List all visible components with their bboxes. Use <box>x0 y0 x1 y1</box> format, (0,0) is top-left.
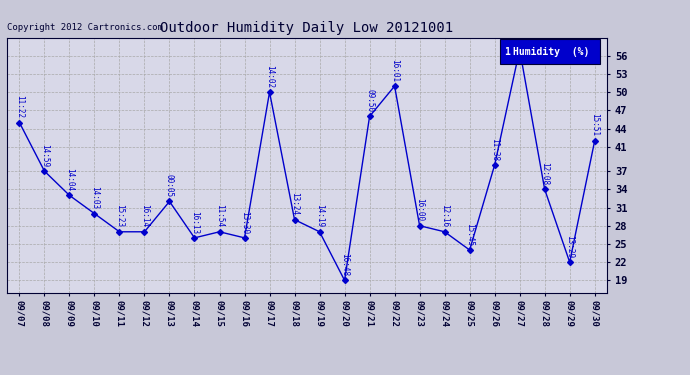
Text: 16:13: 16:13 <box>190 211 199 234</box>
Text: 13:30: 13:30 <box>240 211 249 234</box>
Text: 14:19: 14:19 <box>315 204 324 228</box>
Text: 1: 1 <box>515 41 524 45</box>
Text: 12:16: 12:16 <box>440 204 449 228</box>
Text: Copyright 2012 Cartronics.com: Copyright 2012 Cartronics.com <box>7 23 163 32</box>
Text: 1: 1 <box>504 46 510 57</box>
Text: 13:29: 13:29 <box>565 235 574 258</box>
Text: 14:03: 14:03 <box>90 186 99 209</box>
Text: 16:01: 16:01 <box>390 59 399 82</box>
Text: 14:02: 14:02 <box>265 65 274 88</box>
Text: 09:50: 09:50 <box>365 89 374 112</box>
Text: 11:22: 11:22 <box>15 95 24 118</box>
Title: Outdoor Humidity Daily Low 20121001: Outdoor Humidity Daily Low 20121001 <box>161 21 453 35</box>
Text: 15:51: 15:51 <box>590 113 599 136</box>
Text: 15:23: 15:23 <box>115 204 124 228</box>
Text: 16:48: 16:48 <box>340 253 349 276</box>
Text: 14:04: 14:04 <box>65 168 74 191</box>
Text: 15:45: 15:45 <box>465 223 474 246</box>
Text: 16:00: 16:00 <box>415 198 424 222</box>
Text: 13:24: 13:24 <box>290 192 299 216</box>
Text: 11:38: 11:38 <box>490 138 499 161</box>
Text: 16:14: 16:14 <box>140 204 149 228</box>
Text: 14:59: 14:59 <box>40 144 49 167</box>
Text: Humidity  (%): Humidity (%) <box>513 46 589 57</box>
Text: 11:54: 11:54 <box>215 204 224 228</box>
Text: 00:05: 00:05 <box>165 174 174 197</box>
Text: 12:08: 12:08 <box>540 162 549 185</box>
